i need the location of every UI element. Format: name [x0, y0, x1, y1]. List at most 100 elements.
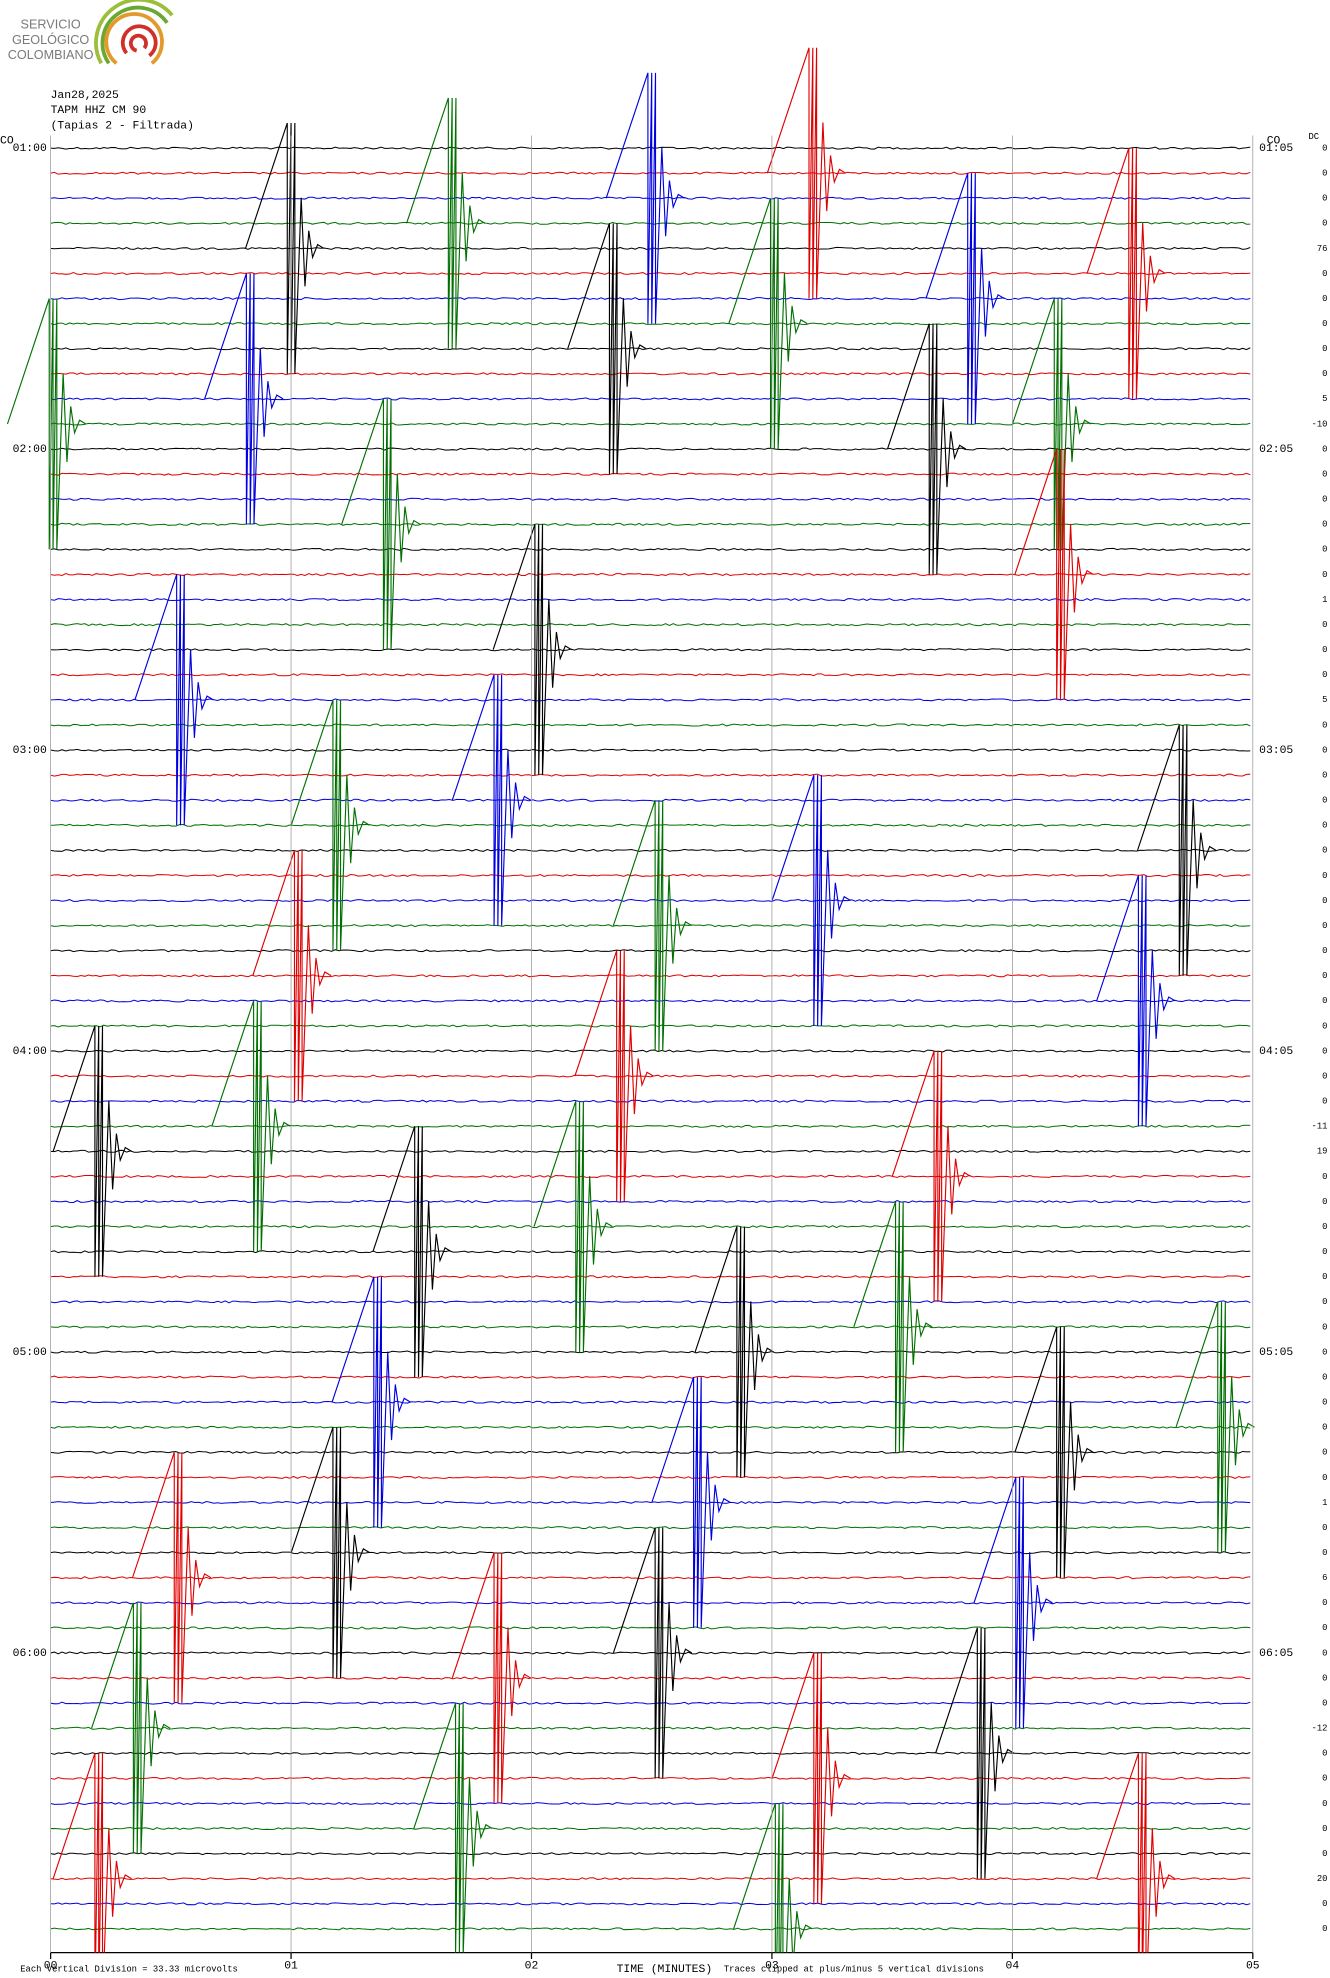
- calibration-pulse: [733, 1803, 813, 1953]
- calibration-pulse: [331, 1276, 411, 1528]
- logo-text: COLOMBIANO: [8, 48, 94, 62]
- trace: [50, 1099, 1251, 1103]
- trace: [50, 297, 1251, 301]
- offset-value: 76: [1317, 244, 1328, 254]
- calibration-pulse: [973, 1477, 1053, 1729]
- trace: [50, 221, 1251, 225]
- offset-value: 0: [1322, 169, 1327, 179]
- calibration-pulse: [1136, 724, 1217, 976]
- offset-value: -10: [1312, 419, 1328, 429]
- offset-value: 0: [1322, 1247, 1327, 1257]
- logo-text: GEOLÓGICO: [12, 32, 89, 47]
- offset-value: 0: [1322, 1523, 1327, 1533]
- calibration-pulse: [1014, 1326, 1094, 1578]
- offset-value: 0: [1322, 319, 1327, 329]
- x-tick-label: 01: [284, 1960, 298, 1972]
- offset-value: 0: [1322, 946, 1327, 956]
- start-time-label: 02:00: [13, 444, 47, 456]
- start-time-label: 01:00: [13, 143, 47, 155]
- calibration-pulse: [1096, 1753, 1176, 1953]
- logo-arc: [94, 0, 174, 65]
- trace: [50, 497, 1251, 501]
- trace: [50, 1927, 1251, 1931]
- trace: [50, 723, 1251, 727]
- trace: [50, 1551, 1251, 1555]
- trace: [50, 949, 1251, 953]
- offset-value: 0: [1322, 1046, 1327, 1056]
- trace: [50, 1024, 1251, 1028]
- calibration-pulse: [252, 850, 332, 1102]
- offset-value: 0: [1322, 896, 1327, 906]
- trace: [50, 1626, 1251, 1630]
- calibration-pulse: [1086, 147, 1166, 399]
- calibration-pulse: [492, 524, 572, 776]
- trace: [50, 1450, 1251, 1454]
- offset-value: 0: [1322, 1197, 1327, 1207]
- offset-value: 0: [1322, 1347, 1327, 1357]
- trace: [50, 1651, 1251, 1655]
- trace: [50, 1400, 1251, 1404]
- offset-value: 0: [1322, 470, 1327, 480]
- calibration-pulse: [372, 1126, 452, 1378]
- offset-value: 0: [1322, 821, 1327, 831]
- offset-value: 0: [1322, 1097, 1327, 1107]
- calibration-pulse: [853, 1201, 933, 1453]
- start-time-label: 04:00: [13, 1046, 47, 1058]
- trace: [50, 1049, 1251, 1053]
- offset-value: 0: [1322, 143, 1327, 153]
- offset-value: 0: [1322, 1698, 1327, 1708]
- offset-value: 0: [1322, 1172, 1327, 1182]
- offset-value: -12: [1312, 1724, 1328, 1734]
- offset-value: 0: [1322, 1473, 1327, 1483]
- trace: [50, 1174, 1251, 1178]
- calibration-pulse: [413, 1702, 493, 1953]
- offset-value: 0: [1322, 269, 1327, 279]
- offset-value: 1: [1322, 595, 1327, 605]
- calibration-pulse: [771, 774, 851, 1026]
- offset-value: 0: [1322, 1824, 1327, 1834]
- header: Jan28,2025: [51, 90, 119, 102]
- offset-value: 0: [1322, 1774, 1327, 1784]
- offset-value: 0: [1322, 344, 1327, 354]
- trace: [50, 823, 1251, 827]
- calibration-pulse: [694, 1226, 774, 1478]
- offset-value: 0: [1322, 1899, 1327, 1909]
- start-time-label: 06:00: [13, 1648, 47, 1660]
- traces: [6, 47, 1255, 1953]
- offset-value: 0: [1322, 1448, 1327, 1458]
- trace: [50, 1325, 1251, 1329]
- trace: [50, 1425, 1251, 1429]
- trace: [50, 472, 1251, 476]
- logo: SERVICIO GEOLÓGICO COLOMBIANO: [8, 0, 174, 65]
- trace: [50, 547, 1251, 551]
- trace: [50, 673, 1251, 677]
- trace: [50, 271, 1251, 276]
- calibration-pulse: [771, 1652, 851, 1904]
- trace: [50, 899, 1251, 903]
- trace: [50, 1701, 1251, 1705]
- start-time-label: 03:00: [13, 745, 47, 757]
- offset-value: 0: [1322, 720, 1327, 730]
- trace: [50, 447, 1251, 451]
- offset-value: 0: [1322, 545, 1327, 555]
- offset-value: 0: [1322, 971, 1327, 981]
- trace: [50, 773, 1251, 777]
- trace: [50, 1350, 1251, 1354]
- logo-arc: [120, 24, 158, 58]
- trace: [50, 1124, 1251, 1128]
- end-time-label: 02:05: [1259, 444, 1293, 456]
- end-time-label: 03:05: [1259, 745, 1293, 757]
- trace: [50, 1149, 1251, 1153]
- calibration-pulse: [574, 950, 654, 1202]
- calibration-pulse: [244, 122, 325, 374]
- x-tick-label: 02: [525, 1960, 539, 1972]
- calibration-pulse: [134, 574, 214, 826]
- trace: [50, 848, 1251, 852]
- calibration-pulse: [1011, 298, 1092, 550]
- offset-value: 0: [1322, 194, 1327, 204]
- calibration-pulse: [567, 223, 647, 475]
- calibration-pulse: [728, 198, 808, 450]
- offset-value: 0: [1322, 444, 1327, 454]
- calibration-pulse: [211, 1000, 291, 1252]
